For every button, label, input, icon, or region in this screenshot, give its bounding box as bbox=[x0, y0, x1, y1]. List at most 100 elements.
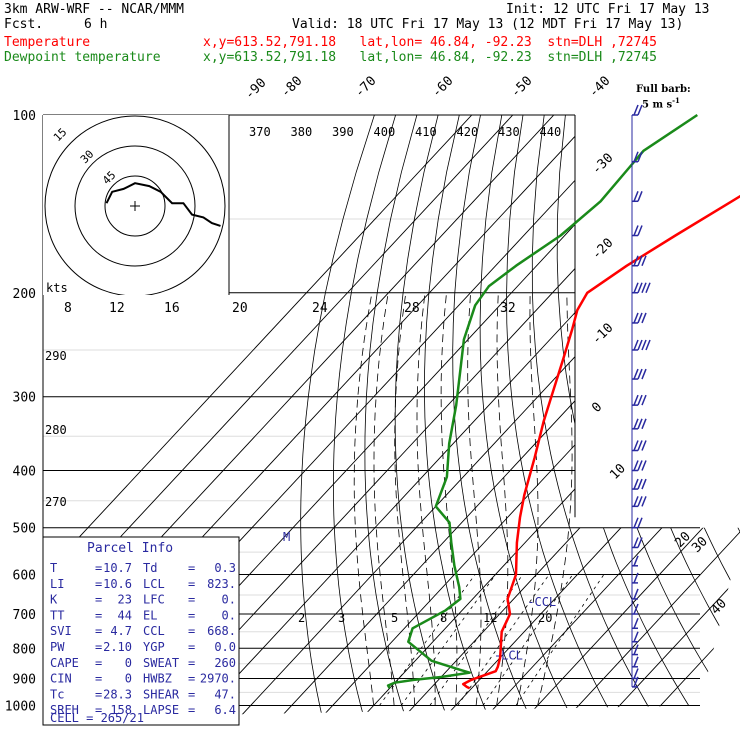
hodograph-axis-label: 32 bbox=[500, 301, 516, 316]
parcel-key: CAPE bbox=[50, 656, 79, 670]
wind-barb-flag bbox=[633, 603, 639, 615]
wind-barb-flag bbox=[637, 394, 643, 406]
parcel-value: 4.7 bbox=[110, 624, 132, 638]
mixing-ratio-label: 20 bbox=[538, 611, 552, 625]
parcel-eq: = bbox=[95, 624, 102, 638]
isotherm bbox=[443, 115, 740, 718]
parcel-value: 2.10 bbox=[103, 640, 132, 654]
wind-barb-flag bbox=[637, 282, 643, 294]
moist-adiabat bbox=[353, 292, 374, 706]
wind-barb-flag bbox=[637, 368, 643, 380]
dry-adiabat bbox=[364, 115, 418, 718]
isobar-label-800: 800 bbox=[13, 642, 36, 657]
wind-barb-flag bbox=[633, 656, 639, 668]
parcel-eq: = bbox=[95, 608, 102, 622]
isotherm-label: -60 bbox=[429, 74, 456, 101]
hodograph-trace bbox=[105, 182, 221, 227]
isotherm-label: -10 bbox=[589, 321, 616, 348]
wind-barb-flag bbox=[633, 555, 639, 567]
wind-barb-flag bbox=[641, 440, 647, 451]
hodograph-rings bbox=[44, 115, 226, 295]
hodograph-bg bbox=[43, 115, 229, 295]
parcel-eq: = bbox=[95, 640, 102, 654]
wind-barb-flag bbox=[633, 496, 639, 507]
isotherm-label: 0 bbox=[589, 400, 605, 416]
parcel-value: 0.3 bbox=[214, 561, 236, 575]
wind-barb-flag bbox=[633, 537, 639, 548]
parcel-value: 28.3 bbox=[103, 687, 132, 701]
wind-barb-flag bbox=[641, 394, 647, 406]
wind-barb-flag bbox=[633, 339, 639, 351]
isotherm bbox=[43, 115, 473, 718]
forecast-label: Fcst. bbox=[4, 17, 44, 32]
wind-barb-flag bbox=[633, 255, 639, 267]
dry-adiabat bbox=[604, 115, 740, 718]
hodograph-ring bbox=[44, 115, 226, 295]
parcel-value: 0. bbox=[222, 593, 236, 607]
wind-barb-flag bbox=[637, 537, 643, 548]
wind-barb-flag bbox=[633, 418, 639, 430]
wind-barb-flag bbox=[633, 517, 639, 529]
forecast-hour: 6 h bbox=[84, 17, 108, 32]
wind-barb-flag bbox=[633, 588, 639, 600]
isobar-label-400: 400 bbox=[13, 465, 36, 480]
moist-adiabat bbox=[440, 292, 458, 706]
wind-barb-flag bbox=[641, 312, 647, 324]
dry-adiabat bbox=[580, 115, 739, 718]
temperature-legend-info: x,y=613.52,791.18 lat,lon= 46.84, -92.23… bbox=[203, 35, 657, 50]
hodograph-axis-label: 24 bbox=[312, 301, 328, 316]
parcel-value: 668. bbox=[207, 624, 236, 638]
parcel-info-box: Parcel Info T = 10.7 Td = 0.3LI = 10.6 LCL = 823.K… bbox=[42, 536, 240, 726]
parcel-eq: = bbox=[188, 577, 195, 591]
theta-label: 420 bbox=[457, 125, 479, 139]
parcel-eq: = bbox=[95, 672, 102, 686]
dewpoint-legend-info: x,y=613.52,791.18 lat,lon= 46.84, -92.23… bbox=[203, 50, 657, 65]
parcel-value: 823. bbox=[207, 577, 236, 591]
isotherm bbox=[361, 115, 740, 718]
wind-barb-flag bbox=[637, 255, 643, 267]
isobar-label-300: 300 bbox=[13, 391, 36, 406]
theta-label: 290 bbox=[45, 349, 67, 363]
wind-barb-flag bbox=[645, 339, 651, 351]
wind-barb-flag bbox=[637, 312, 643, 324]
theta-label: 390 bbox=[332, 125, 354, 139]
isotherm-label: 10 bbox=[607, 461, 629, 483]
parcel-key: HWBZ bbox=[143, 672, 172, 686]
parcel-key: Tc bbox=[50, 687, 64, 701]
isotherm-label: -20 bbox=[589, 236, 616, 263]
theta-label: 380 bbox=[291, 125, 313, 139]
hodograph-ring bbox=[104, 175, 166, 237]
parcel-eq: = bbox=[188, 640, 195, 654]
theta-label: 430 bbox=[498, 125, 520, 139]
wind-barb-flag bbox=[641, 282, 647, 294]
wind-barb-flag bbox=[637, 339, 643, 351]
parcel-eq: = bbox=[188, 624, 195, 638]
dry-adiabat bbox=[506, 115, 614, 718]
parcel-key: K bbox=[50, 593, 58, 607]
wind-barb-flag bbox=[637, 460, 643, 471]
parcel-value: 260 bbox=[214, 656, 236, 670]
wind-barb-flag bbox=[641, 478, 647, 490]
parcel-info-rows: T = 10.7 Td = 0.3LI = 10.6 LCL = 823.K = 23 LFC = 0.TT =… bbox=[50, 561, 236, 725]
parcel-eq: = bbox=[188, 656, 195, 670]
isotherm bbox=[279, 115, 740, 718]
parcel-key: SVI bbox=[50, 624, 72, 638]
dry-adiabat bbox=[479, 115, 573, 718]
hodograph-axis-label: 16 bbox=[164, 301, 180, 316]
wind-barb-flag bbox=[641, 418, 647, 430]
wind-barb-flag bbox=[633, 282, 639, 294]
parcel-key: CCL bbox=[143, 624, 165, 638]
hodograph-axis-label: 28 bbox=[404, 301, 420, 316]
parcel-eq: = bbox=[95, 577, 102, 591]
parcel-eq: = bbox=[95, 703, 102, 717]
parcel-key: LFC bbox=[143, 593, 165, 607]
parcel-key: TT bbox=[50, 608, 64, 622]
parcel-eq: = bbox=[188, 593, 195, 607]
wind-barb-flag bbox=[637, 496, 643, 507]
parcel-value: 0.0 bbox=[214, 640, 236, 654]
wind-barb-flag bbox=[633, 312, 639, 324]
wind-barb-flag bbox=[633, 644, 639, 655]
parcel-key: Td bbox=[143, 561, 157, 575]
wind-barb-flag bbox=[633, 460, 639, 471]
